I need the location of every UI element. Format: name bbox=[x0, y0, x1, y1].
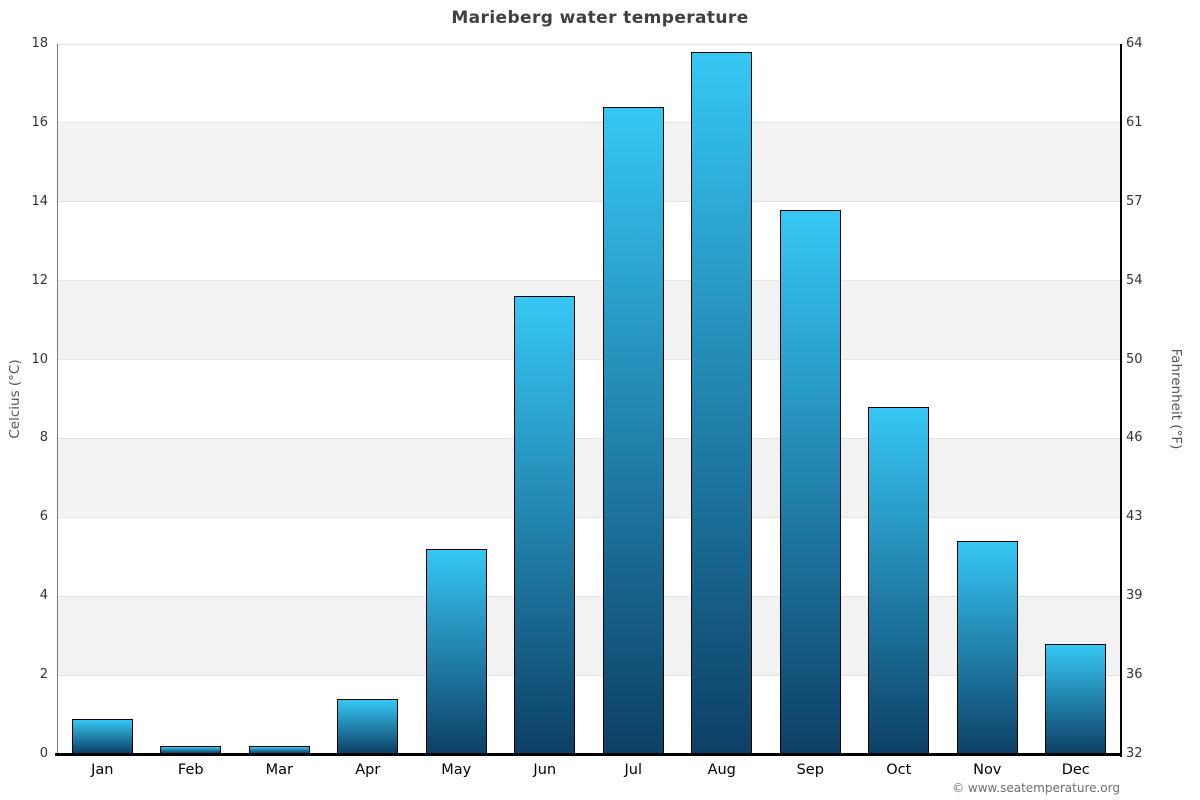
y-tick-fahrenheit: 39 bbox=[1126, 588, 1143, 604]
chart-title: Marieberg water temperature bbox=[451, 8, 749, 28]
y-tick-fahrenheit: 32 bbox=[1126, 746, 1143, 761]
y-tick-celsius: 14 bbox=[31, 193, 48, 209]
y-tick-celsius: 18 bbox=[31, 36, 48, 51]
y-tick-celsius: 16 bbox=[31, 114, 48, 130]
y-tick-fahrenheit: 46 bbox=[1126, 430, 1143, 446]
y-tick-celsius: 4 bbox=[39, 588, 48, 604]
bar-jan[interactable] bbox=[71, 718, 133, 754]
y-tick-fahrenheit: 64 bbox=[1126, 36, 1143, 51]
y-tick-fahrenheit: 50 bbox=[1126, 351, 1143, 367]
gridline bbox=[58, 280, 1120, 282]
gridline bbox=[58, 43, 1120, 45]
bar-nov[interactable] bbox=[956, 541, 1018, 754]
bar-oct[interactable] bbox=[868, 406, 930, 754]
grid-band bbox=[58, 280, 1120, 360]
y-axis-left-line bbox=[57, 44, 58, 754]
bar-apr[interactable] bbox=[337, 698, 399, 754]
y-tick-fahrenheit: 54 bbox=[1126, 272, 1143, 288]
gridline bbox=[58, 359, 1120, 361]
grid-band bbox=[58, 596, 1120, 676]
grid-band bbox=[58, 122, 1120, 202]
y-tick-fahrenheit: 36 bbox=[1126, 667, 1143, 683]
x-tick-aug: Aug bbox=[707, 762, 736, 778]
grid-band bbox=[58, 438, 1120, 518]
x-tick-sep: Sep bbox=[796, 762, 824, 778]
y-tick-celsius: 8 bbox=[39, 430, 48, 446]
x-tick-apr: Apr bbox=[355, 762, 381, 778]
y-axis-title-celsius: Celcius (°C) bbox=[7, 359, 23, 439]
x-tick-may: May bbox=[441, 762, 472, 778]
y-tick-celsius: 10 bbox=[31, 351, 48, 367]
x-tick-dec: Dec bbox=[1061, 762, 1090, 778]
x-tick-jul: Jul bbox=[624, 762, 643, 778]
y-axis-title-fahrenheit: Fahrenheit (°F) bbox=[1168, 348, 1184, 450]
gridline bbox=[58, 437, 1120, 439]
bar-aug[interactable] bbox=[691, 51, 753, 754]
bar-jun[interactable] bbox=[514, 296, 576, 754]
bar-may[interactable] bbox=[425, 548, 487, 754]
y-tick-celsius: 2 bbox=[39, 667, 48, 683]
y-tick-fahrenheit: 61 bbox=[1126, 114, 1143, 130]
plot-area: 0 32 2 36 4 39 6 43 8 46 10 50 12 54 14 57 16 61 18 64 Jan Fe… bbox=[31, 36, 1142, 778]
gridline bbox=[58, 595, 1120, 597]
y-tick-celsius: 0 bbox=[39, 746, 48, 761]
gridline bbox=[58, 516, 1120, 518]
y-tick-celsius: 12 bbox=[31, 272, 48, 288]
y-tick-fahrenheit: 43 bbox=[1126, 509, 1143, 525]
bar-sep[interactable] bbox=[779, 209, 841, 754]
gridline bbox=[58, 201, 1120, 203]
x-tick-jan: Jan bbox=[91, 762, 114, 778]
copyright-watermark: © www.seatemperature.org bbox=[952, 781, 1120, 795]
bar-dec[interactable] bbox=[1045, 643, 1107, 754]
x-tick-nov: Nov bbox=[973, 762, 1002, 778]
x-tick-feb: Feb bbox=[177, 762, 204, 778]
y-tick-celsius: 6 bbox=[39, 509, 48, 525]
x-tick-mar: Mar bbox=[265, 762, 293, 778]
x-axis-line bbox=[55, 753, 1122, 756]
y-tick-fahrenheit: 57 bbox=[1126, 193, 1143, 209]
x-tick-oct: Oct bbox=[886, 762, 912, 778]
bar-jul[interactable] bbox=[602, 107, 664, 754]
y-axis-right-line bbox=[1120, 44, 1122, 757]
gridline bbox=[58, 122, 1120, 124]
x-tick-jun: Jun bbox=[533, 762, 557, 778]
gridline bbox=[58, 674, 1120, 676]
